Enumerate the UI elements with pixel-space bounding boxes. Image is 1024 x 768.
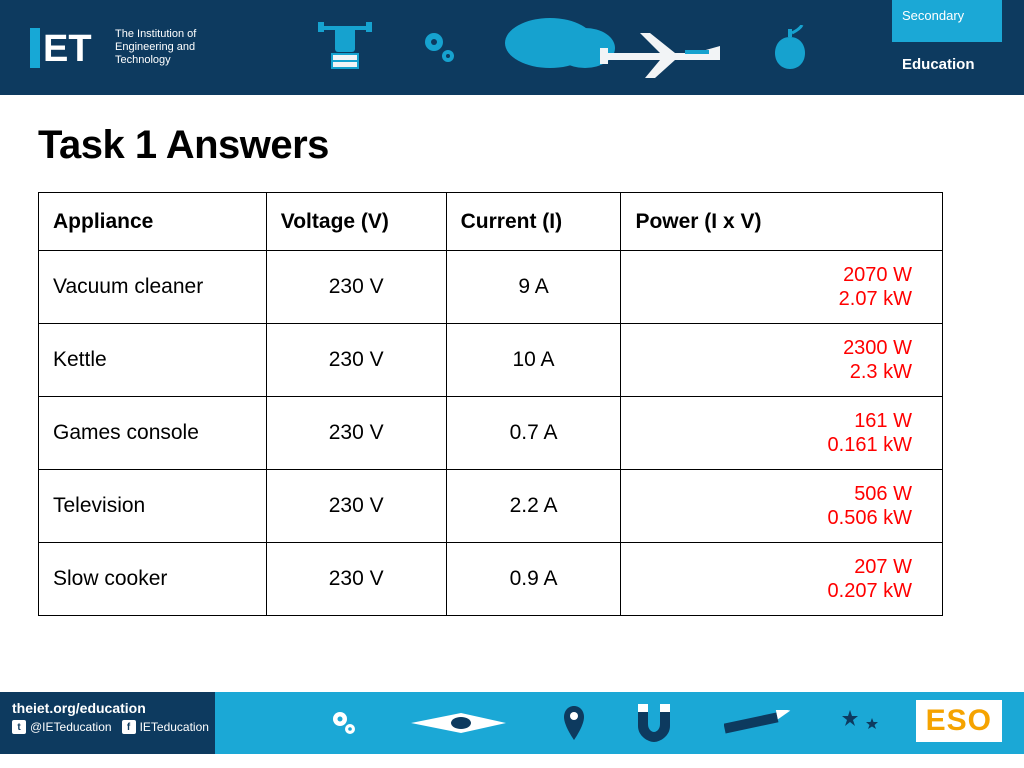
table-row: Games console230 V0.7 A161 W0.161 kW <box>39 397 943 470</box>
footer-social: t @IETeducation f IETeducation <box>12 720 203 734</box>
twitter-icon: t <box>12 720 26 734</box>
cell-power: 2070 W2.07 kW <box>621 251 943 324</box>
cell-appliance: Slow cooker <box>39 543 267 616</box>
cell-voltage: 230 V <box>266 397 446 470</box>
cell-power: 506 W0.506 kW <box>621 470 943 543</box>
cell-appliance: Vacuum cleaner <box>39 251 267 324</box>
table-row: Slow cooker230 V0.9 A207 W0.207 kW <box>39 543 943 616</box>
footer-bar: theiet.org/education t @IETeducation f I… <box>0 692 1024 754</box>
facebook-handle: f IETeducation <box>122 720 209 734</box>
facebook-icon: f <box>122 720 136 734</box>
header-bar: ET The Institution of Engineering and Te… <box>0 0 1024 95</box>
col-header-appliance: Appliance <box>39 193 267 251</box>
cell-power: 161 W0.161 kW <box>621 397 943 470</box>
gears-icon <box>420 28 460 68</box>
iet-lettermark-icon: ET <box>43 27 103 69</box>
cell-appliance: Kettle <box>39 324 267 397</box>
logo-block: ET The Institution of Engineering and Te… <box>0 27 245 69</box>
apple-icon <box>770 25 810 70</box>
page-title: Task 1 Answers <box>38 123 986 168</box>
footer-left-block: theiet.org/education t @IETeducation f I… <box>0 692 215 754</box>
badge-bottom-label: Education <box>892 42 1002 73</box>
cell-current: 2.2 A <box>446 470 621 543</box>
answers-table: Appliance Voltage (V) Current (I) Power … <box>38 192 943 616</box>
drone-icon <box>310 18 380 78</box>
cell-current: 9 A <box>446 251 621 324</box>
eso-badge: ESO <box>916 700 1002 742</box>
cell-power: 207 W0.207 kW <box>621 543 943 616</box>
footer-gear-icon <box>330 709 358 737</box>
badge-top-label: Secondary <box>892 0 1002 42</box>
cell-appliance: Television <box>39 470 267 543</box>
col-header-power: Power (I x V) <box>621 193 943 251</box>
footer-graphics <box>330 692 882 754</box>
iet-logo: ET The Institution of Engineering and Te… <box>30 27 245 69</box>
cell-voltage: 230 V <box>266 251 446 324</box>
footer-stars-icon <box>842 708 882 738</box>
table-body: Vacuum cleaner230 V9 A2070 W2.07 kWKettl… <box>39 251 943 616</box>
cell-power: 2300 W2.3 kW <box>621 324 943 397</box>
cell-voltage: 230 V <box>266 324 446 397</box>
iet-logo-mark: ET <box>30 27 103 69</box>
twitter-label: @IETeducation <box>30 720 112 734</box>
cell-voltage: 230 V <box>266 543 446 616</box>
footer-pin-icon <box>564 706 584 740</box>
cloud-plane-icon <box>500 8 730 88</box>
content-area: Task 1 Answers Appliance Voltage (V) Cur… <box>0 95 1024 616</box>
header-graphics <box>310 0 874 95</box>
table-row: Kettle230 V10 A2300 W2.3 kW <box>39 324 943 397</box>
table-row: Television230 V2.2 A506 W0.506 kW <box>39 470 943 543</box>
footer-plane-icon <box>406 705 516 741</box>
footer-url: theiet.org/education <box>12 700 203 716</box>
col-header-voltage: Voltage (V) <box>266 193 446 251</box>
cell-appliance: Games console <box>39 397 267 470</box>
footer-magnet-icon <box>632 704 676 742</box>
facebook-label: IETeducation <box>140 720 209 734</box>
org-name: The Institution of Engineering and Techn… <box>115 28 245 68</box>
cell-current: 10 A <box>446 324 621 397</box>
footer-pencil-icon <box>724 710 794 736</box>
cell-voltage: 230 V <box>266 470 446 543</box>
twitter-handle: t @IETeducation <box>12 720 112 734</box>
table-row: Vacuum cleaner230 V9 A2070 W2.07 kW <box>39 251 943 324</box>
education-badge: Secondary Education <box>892 0 1002 95</box>
col-header-current: Current (I) <box>446 193 621 251</box>
svg-text:ET: ET <box>43 28 92 69</box>
cell-current: 0.7 A <box>446 397 621 470</box>
table-header-row: Appliance Voltage (V) Current (I) Power … <box>39 193 943 251</box>
cell-current: 0.9 A <box>446 543 621 616</box>
